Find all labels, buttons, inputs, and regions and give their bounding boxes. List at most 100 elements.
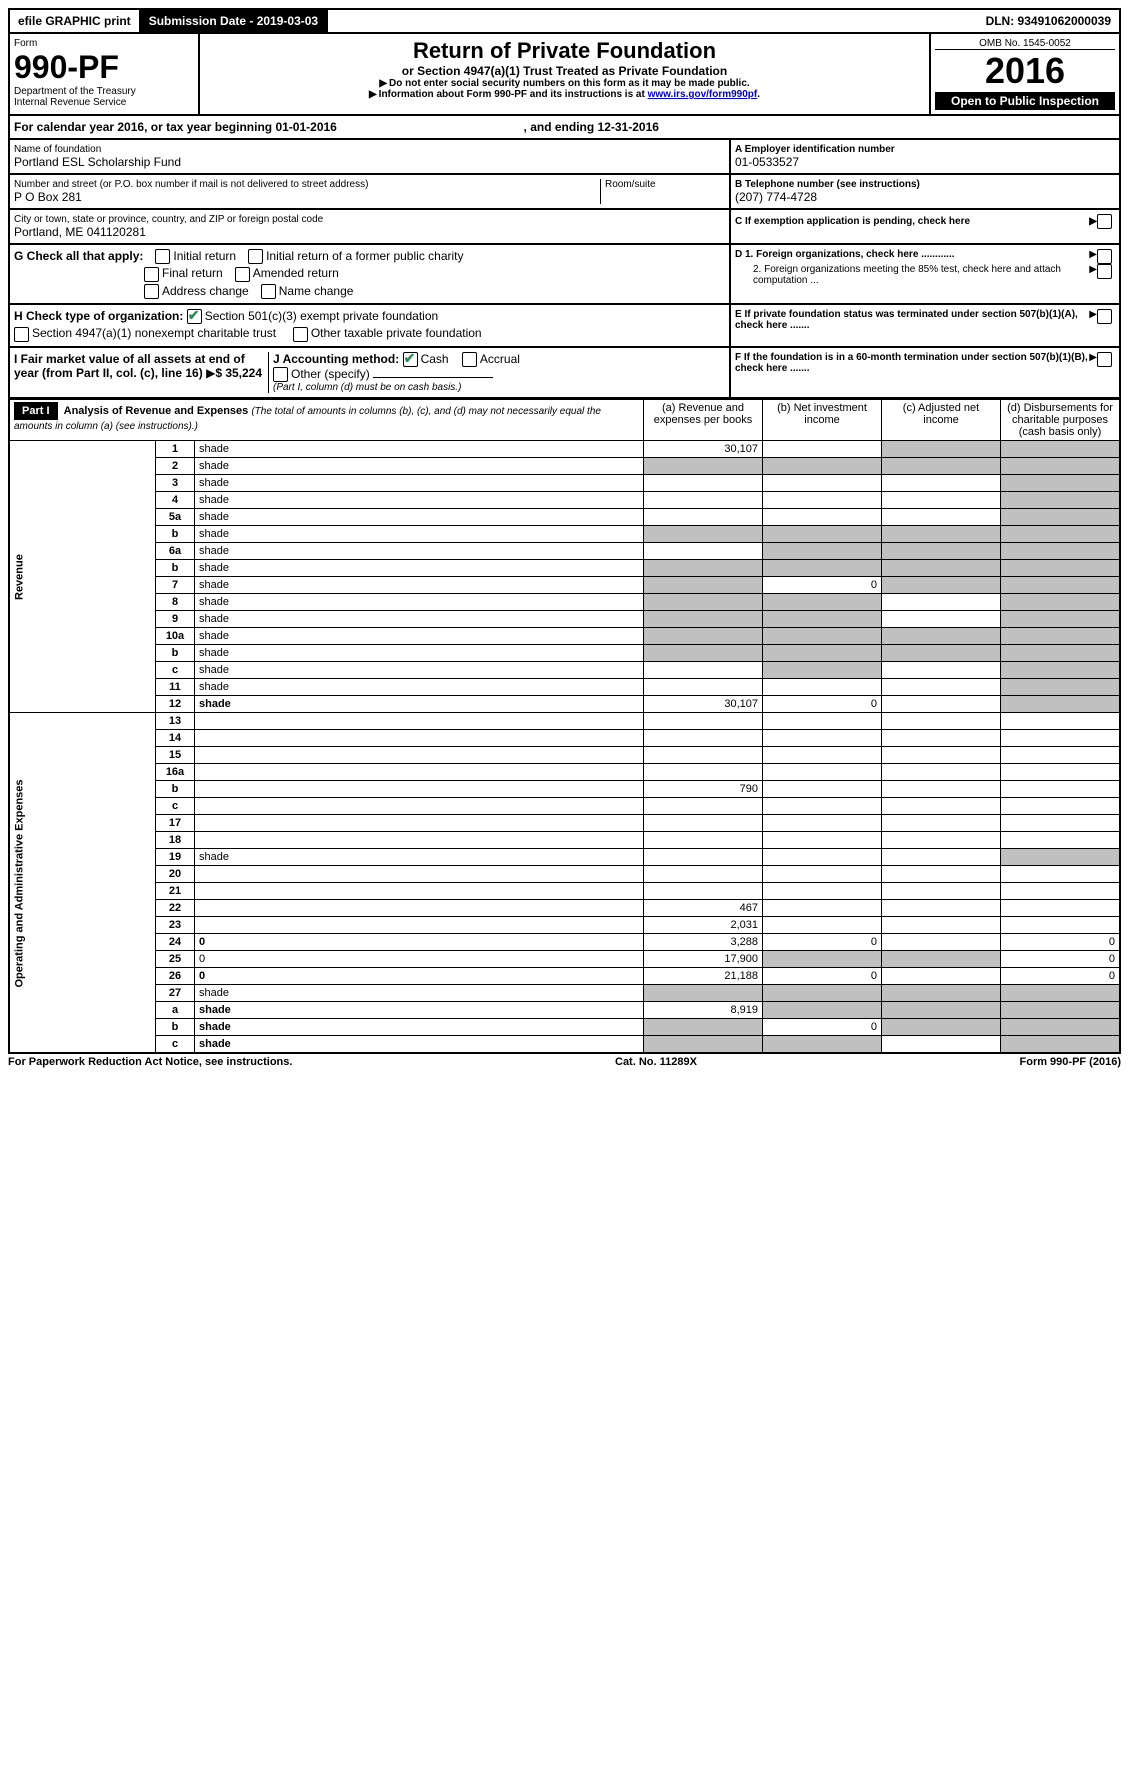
d2-checkbox[interactable]	[1097, 264, 1112, 279]
cell-col-b	[763, 798, 882, 815]
cell-col-d	[1001, 492, 1121, 509]
line-number: c	[156, 798, 195, 815]
submission-date-button[interactable]: Submission Date - 2019-03-03	[141, 10, 328, 32]
line-number: 3	[156, 475, 195, 492]
line-description: shade	[195, 611, 644, 628]
header-right: OMB No. 1545-0052 2016 Open to Public In…	[929, 34, 1119, 114]
cell-col-d	[1001, 526, 1121, 543]
h-501-checkbox[interactable]	[187, 309, 202, 324]
line-description	[195, 798, 644, 815]
cell-col-c	[882, 543, 1001, 560]
cell-col-d	[1001, 628, 1121, 645]
line-number: 12	[156, 696, 195, 713]
line-description: shade	[195, 594, 644, 611]
cell-col-a	[644, 883, 763, 900]
g-addr-change-checkbox[interactable]	[144, 284, 159, 299]
cell-col-b	[763, 458, 882, 475]
line-number: 13	[156, 713, 195, 730]
cell-col-c	[882, 815, 1001, 832]
j-other-checkbox[interactable]	[273, 367, 288, 382]
line-number: 5a	[156, 509, 195, 526]
d1-checkbox[interactable]	[1097, 249, 1112, 264]
form-subtitle: or Section 4947(a)(1) Trust Treated as P…	[204, 64, 925, 78]
j-cash-checkbox[interactable]	[403, 352, 418, 367]
cell-col-c	[882, 781, 1001, 798]
irs-link[interactable]: www.irs.gov/form990pf	[648, 89, 758, 100]
line-number: 22	[156, 900, 195, 917]
form-header: Form 990-PF Department of the Treasury I…	[8, 34, 1121, 116]
name-label: Name of foundation	[14, 144, 725, 155]
line-description: shade	[195, 458, 644, 475]
cell-col-d	[1001, 866, 1121, 883]
cell-col-a	[644, 713, 763, 730]
line-description: shade	[195, 1002, 644, 1019]
cell-col-a	[644, 1019, 763, 1036]
line-number: 16a	[156, 764, 195, 781]
city-row: City or town, state or province, country…	[8, 210, 1121, 245]
foundation-name: Portland ESL Scholarship Fund	[14, 155, 725, 169]
cell-col-d	[1001, 883, 1121, 900]
cell-col-c	[882, 934, 1001, 951]
g-final-checkbox[interactable]	[144, 267, 159, 282]
g-initial-checkbox[interactable]	[155, 249, 170, 264]
table-row: 16a	[9, 764, 1120, 781]
cell-col-c	[882, 526, 1001, 543]
line-number: 24	[156, 934, 195, 951]
cell-col-b	[763, 1036, 882, 1054]
line-number: 1	[156, 441, 195, 458]
cell-col-b	[763, 441, 882, 458]
cell-col-d	[1001, 798, 1121, 815]
city-label: City or town, state or province, country…	[14, 214, 725, 225]
cal-pre: For calendar year 2016, or tax year begi…	[14, 120, 275, 134]
cell-col-d	[1001, 1019, 1121, 1036]
cell-col-a: 21,188	[644, 968, 763, 985]
cell-col-a: 30,107	[644, 441, 763, 458]
col-c-header: (c) Adjusted net income	[882, 400, 1001, 441]
e-checkbox[interactable]	[1097, 309, 1112, 324]
g-initial-former-checkbox[interactable]	[248, 249, 263, 264]
c-checkbox[interactable]	[1097, 214, 1112, 229]
table-row: 5ashade	[9, 509, 1120, 526]
col-d-header: (d) Disbursements for charitable purpose…	[1001, 400, 1121, 441]
cell-col-c	[882, 951, 1001, 968]
h-e-row: H Check type of organization: Section 50…	[8, 305, 1121, 348]
h-other-checkbox[interactable]	[293, 327, 308, 342]
form-ref: Form 990-PF (2016)	[1020, 1056, 1121, 1068]
ein-value: 01-0533527	[735, 155, 1115, 169]
line-description: shade	[195, 985, 644, 1002]
line-number: 11	[156, 679, 195, 696]
cell-col-d	[1001, 1036, 1121, 1054]
line-number: 15	[156, 747, 195, 764]
header-center: Return of Private Foundation or Section …	[200, 34, 929, 114]
cell-col-b	[763, 883, 882, 900]
table-row: c	[9, 798, 1120, 815]
cell-col-a	[644, 662, 763, 679]
j-accrual-checkbox[interactable]	[462, 352, 477, 367]
cell-col-b: 0	[763, 696, 882, 713]
line-description: shade	[195, 1036, 644, 1054]
line-number: 21	[156, 883, 195, 900]
g-name-change-checkbox[interactable]	[261, 284, 276, 299]
line-number: 4	[156, 492, 195, 509]
cell-col-d	[1001, 832, 1121, 849]
cell-col-a: 467	[644, 900, 763, 917]
room-label: Room/suite	[605, 179, 725, 190]
cell-col-a	[644, 594, 763, 611]
cell-col-d	[1001, 1002, 1121, 1019]
h-4947-checkbox[interactable]	[14, 327, 29, 342]
i-j-f-row: I Fair market value of all assets at end…	[8, 348, 1121, 400]
g-amended-checkbox[interactable]	[235, 267, 250, 282]
cell-col-b	[763, 645, 882, 662]
cell-col-c	[882, 1019, 1001, 1036]
page-footer: For Paperwork Reduction Act Notice, see …	[8, 1054, 1121, 1070]
calendar-year-row: For calendar year 2016, or tax year begi…	[8, 116, 1121, 140]
line-number: b	[156, 560, 195, 577]
cell-col-a	[644, 645, 763, 662]
cell-col-c	[882, 883, 1001, 900]
table-row: 26021,18800	[9, 968, 1120, 985]
table-row: 11shade	[9, 679, 1120, 696]
d2-label: 2. Foreign organizations meeting the 85%…	[735, 264, 1089, 286]
f-checkbox[interactable]	[1097, 352, 1112, 367]
cell-col-c	[882, 628, 1001, 645]
efile-label[interactable]: efile GRAPHIC print	[10, 10, 141, 32]
